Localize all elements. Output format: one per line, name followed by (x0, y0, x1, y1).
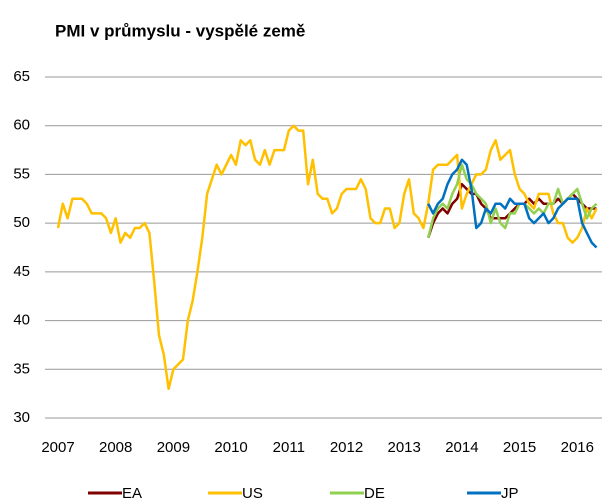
x-tick-label: 2009 (157, 439, 190, 456)
x-tick-label: 2011 (273, 439, 305, 456)
x-tick-label: 2016 (561, 439, 594, 456)
line-series (427, 158, 598, 249)
x-tick-label: 2014 (445, 439, 478, 456)
x-tick-label: 2010 (214, 439, 247, 456)
y-tick-label: 45 (13, 263, 30, 280)
x-tick-label: 2007 (41, 439, 74, 456)
x-tick-label: 2012 (330, 439, 363, 456)
x-tick-label: 2013 (388, 439, 421, 456)
legend-label: JP (501, 485, 519, 502)
legend-label: EA (122, 485, 142, 502)
legend-label: US (242, 485, 263, 502)
y-tick-label: 40 (13, 312, 30, 329)
x-tick-label: 2015 (503, 439, 536, 456)
y-tick-label: 50 (13, 214, 30, 231)
legend-label: DE (364, 485, 385, 502)
line-series (56, 124, 598, 391)
y-tick-label: 35 (13, 360, 30, 377)
y-tick-label: 30 (13, 409, 30, 426)
x-tick-label: 2008 (99, 439, 132, 456)
y-tick-label: 65 (13, 68, 30, 85)
y-tick-label: 60 (13, 117, 30, 134)
chart-title: PMI v průmyslu - vyspělé země (55, 21, 305, 40)
y-tick-label: 55 (13, 165, 30, 182)
